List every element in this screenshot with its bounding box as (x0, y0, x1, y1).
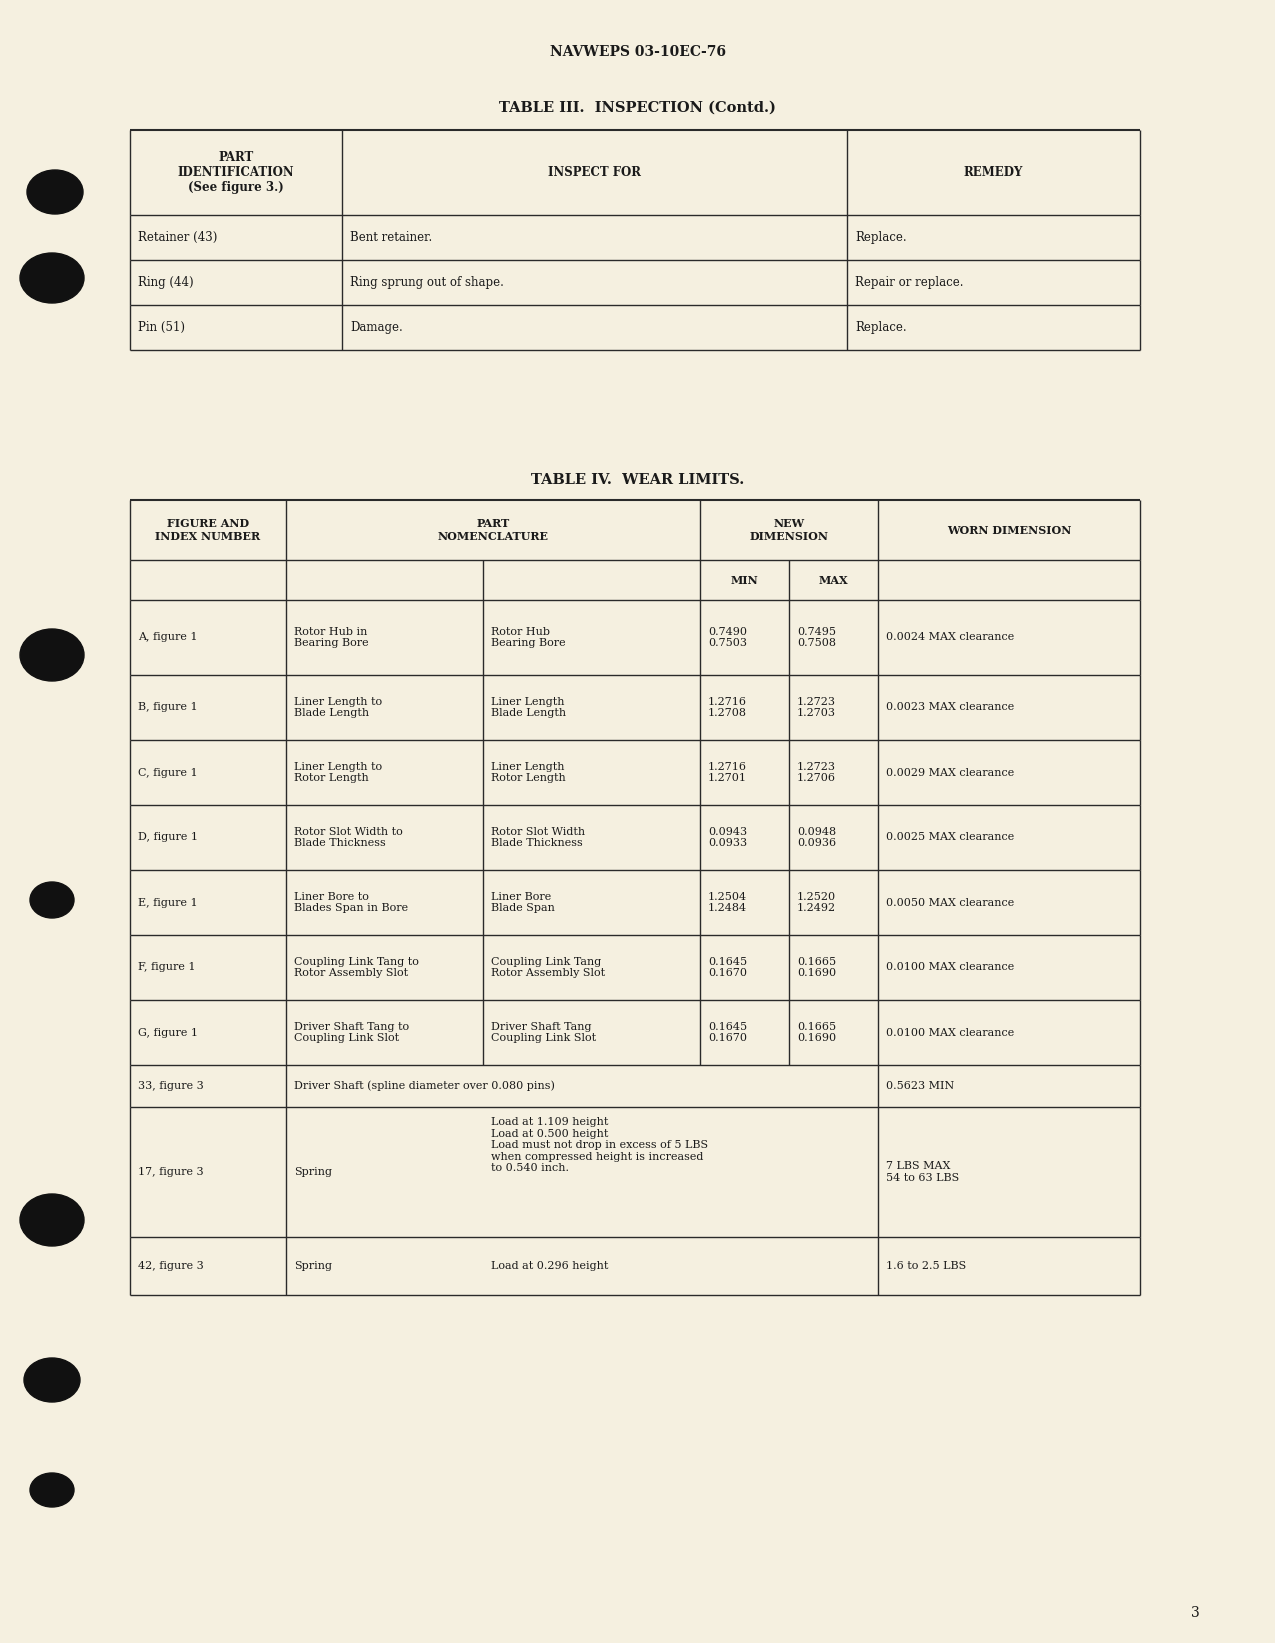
Text: Damage.: Damage. (351, 320, 403, 334)
Text: 0.0943
0.0933: 0.0943 0.0933 (708, 826, 747, 848)
Text: MIN: MIN (731, 575, 759, 585)
Text: INSPECT FOR: INSPECT FOR (548, 166, 641, 179)
Ellipse shape (20, 629, 84, 680)
Text: B, figure 1: B, figure 1 (138, 703, 198, 713)
Text: 0.1665
0.1690: 0.1665 0.1690 (797, 1022, 836, 1043)
Text: C, figure 1: C, figure 1 (138, 767, 198, 777)
Text: Ring (44): Ring (44) (138, 276, 194, 289)
Text: Pin (51): Pin (51) (138, 320, 185, 334)
Text: F, figure 1: F, figure 1 (138, 963, 195, 973)
Text: Liner Length
Rotor Length: Liner Length Rotor Length (491, 762, 566, 784)
Text: Rotor Hub
Bearing Bore: Rotor Hub Bearing Bore (491, 626, 566, 649)
Text: Spring: Spring (295, 1260, 332, 1272)
Text: Liner Length to
Blade Length: Liner Length to Blade Length (295, 697, 382, 718)
Text: A, figure 1: A, figure 1 (138, 633, 198, 642)
Ellipse shape (20, 253, 84, 302)
Text: 1.6 to 2.5 LBS: 1.6 to 2.5 LBS (886, 1260, 966, 1272)
Text: 1.2504
1.2484: 1.2504 1.2484 (708, 892, 747, 914)
Text: Coupling Link Tang to
Rotor Assembly Slot: Coupling Link Tang to Rotor Assembly Slo… (295, 956, 419, 978)
Ellipse shape (31, 1474, 74, 1507)
Text: Driver Shaft Tang to
Coupling Link Slot: Driver Shaft Tang to Coupling Link Slot (295, 1022, 409, 1043)
Text: NAVWEPS 03-10EC-76: NAVWEPS 03-10EC-76 (550, 44, 725, 59)
Text: Replace.: Replace. (856, 232, 907, 245)
Text: 0.1645
0.1670: 0.1645 0.1670 (708, 956, 747, 978)
Text: Retainer (43): Retainer (43) (138, 232, 217, 245)
Ellipse shape (24, 1359, 80, 1401)
Text: 0.5623 MIN: 0.5623 MIN (886, 1081, 954, 1091)
Text: WORN DIMENSION: WORN DIMENSION (947, 524, 1071, 536)
Text: 0.7490
0.7503: 0.7490 0.7503 (708, 626, 747, 649)
Text: 3: 3 (1191, 1605, 1200, 1620)
Text: Rotor Slot Width
Blade Thickness: Rotor Slot Width Blade Thickness (491, 826, 585, 848)
Text: 0.0029 MAX clearance: 0.0029 MAX clearance (886, 767, 1014, 777)
Text: 0.0050 MAX clearance: 0.0050 MAX clearance (886, 897, 1014, 907)
Text: 0.1645
0.1670: 0.1645 0.1670 (708, 1022, 747, 1043)
Text: Coupling Link Tang
Rotor Assembly Slot: Coupling Link Tang Rotor Assembly Slot (491, 956, 606, 978)
Text: Ring sprung out of shape.: Ring sprung out of shape. (351, 276, 504, 289)
Ellipse shape (20, 1194, 84, 1245)
Text: REMEDY: REMEDY (964, 166, 1023, 179)
Text: 0.0024 MAX clearance: 0.0024 MAX clearance (886, 633, 1014, 642)
Text: 1.2723
1.2703: 1.2723 1.2703 (797, 697, 836, 718)
Ellipse shape (27, 169, 83, 214)
Text: 33, figure 3: 33, figure 3 (138, 1081, 204, 1091)
Text: MAX: MAX (819, 575, 848, 585)
Text: 7 LBS MAX
54 to 63 LBS: 7 LBS MAX 54 to 63 LBS (886, 1162, 959, 1183)
Text: Rotor Slot Width to
Blade Thickness: Rotor Slot Width to Blade Thickness (295, 826, 403, 848)
Text: Rotor Hub in
Bearing Bore: Rotor Hub in Bearing Bore (295, 626, 368, 649)
Text: 0.0948
0.0936: 0.0948 0.0936 (797, 826, 836, 848)
Text: Driver Shaft Tang
Coupling Link Slot: Driver Shaft Tang Coupling Link Slot (491, 1022, 597, 1043)
Text: Liner Length to
Rotor Length: Liner Length to Rotor Length (295, 762, 382, 784)
Text: Repair or replace.: Repair or replace. (856, 276, 964, 289)
Text: 17, figure 3: 17, figure 3 (138, 1167, 204, 1176)
Text: FIGURE AND
INDEX NUMBER: FIGURE AND INDEX NUMBER (156, 518, 260, 542)
Text: 0.7495
0.7508: 0.7495 0.7508 (797, 626, 836, 649)
Text: Bent retainer.: Bent retainer. (351, 232, 432, 245)
Text: 1.2723
1.2706: 1.2723 1.2706 (797, 762, 836, 784)
Text: 1.2520
1.2492: 1.2520 1.2492 (797, 892, 836, 914)
Text: D, figure 1: D, figure 1 (138, 833, 198, 843)
Text: Spring: Spring (295, 1167, 332, 1176)
Text: Driver Shaft (spline diameter over 0.080 pins): Driver Shaft (spline diameter over 0.080… (295, 1081, 555, 1091)
Text: Liner Bore
Blade Span: Liner Bore Blade Span (491, 892, 555, 914)
Text: G, figure 1: G, figure 1 (138, 1027, 198, 1037)
Text: TABLE III.  INSPECTION (Contd.): TABLE III. INSPECTION (Contd.) (499, 100, 776, 115)
Text: Liner Length
Blade Length: Liner Length Blade Length (491, 697, 566, 718)
Text: 0.0100 MAX clearance: 0.0100 MAX clearance (886, 963, 1014, 973)
Text: 0.0023 MAX clearance: 0.0023 MAX clearance (886, 703, 1014, 713)
Text: Load at 1.109 height
Load at 0.500 height
Load must not drop in excess of 5 LBS
: Load at 1.109 height Load at 0.500 heigh… (491, 1117, 708, 1173)
Text: TABLE IV.  WEAR LIMITS.: TABLE IV. WEAR LIMITS. (530, 473, 745, 486)
Text: PART
NOMENCLATURE: PART NOMENCLATURE (437, 518, 548, 542)
Text: Replace.: Replace. (856, 320, 907, 334)
Text: 1.2716
1.2701: 1.2716 1.2701 (708, 762, 747, 784)
Ellipse shape (31, 882, 74, 918)
Text: 1.2716
1.2708: 1.2716 1.2708 (708, 697, 747, 718)
Text: 0.1665
0.1690: 0.1665 0.1690 (797, 956, 836, 978)
Text: Liner Bore to
Blades Span in Bore: Liner Bore to Blades Span in Bore (295, 892, 408, 914)
Text: Load at 0.296 height: Load at 0.296 height (491, 1260, 608, 1272)
Text: 0.0100 MAX clearance: 0.0100 MAX clearance (886, 1027, 1014, 1037)
Text: PART
IDENTIFICATION
(See figure 3.): PART IDENTIFICATION (See figure 3.) (177, 151, 295, 194)
Text: 42, figure 3: 42, figure 3 (138, 1260, 204, 1272)
Text: NEW
DIMENSION: NEW DIMENSION (750, 518, 829, 542)
Text: E, figure 1: E, figure 1 (138, 897, 198, 907)
Text: 0.0025 MAX clearance: 0.0025 MAX clearance (886, 833, 1014, 843)
